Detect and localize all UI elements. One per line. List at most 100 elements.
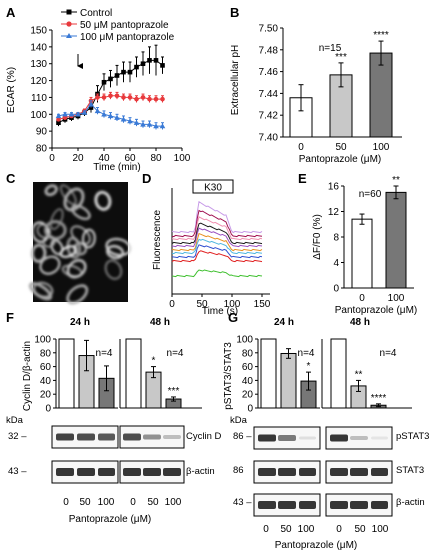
cell-outline [59, 245, 78, 258]
panel-a-point [75, 111, 81, 117]
cell-outline [104, 259, 123, 280]
panel-label-b: B [230, 5, 239, 20]
panel-a-point [159, 123, 166, 129]
panel-f-dose-0-a: 0 [63, 497, 69, 508]
panel-a-x-ticks: 0 20 40 60 80 100 [49, 148, 191, 164]
cell-outline [63, 187, 85, 212]
panel-d-trace [171, 216, 263, 241]
significance-mark: **** [373, 30, 389, 41]
panel-f-48-n-label: n=4 [167, 348, 184, 359]
panel-a-point [114, 73, 120, 78]
blot-band [350, 436, 368, 440]
panel-label-g: G [228, 310, 238, 325]
panel-f-mw-actin: 43 – [8, 466, 27, 477]
panel-a-ytick-label: 110 [31, 93, 47, 104]
panel-a-point [88, 105, 94, 110]
cell-outline [31, 221, 50, 243]
panel-g-y-ticks: 0 20 40 60 80 100 [236, 335, 258, 415]
panel-g-mw-pstat3: 86 – [233, 431, 252, 442]
blot-band [143, 434, 161, 440]
panel-label-a: A [6, 5, 16, 20]
panel-label-d: D [142, 171, 151, 186]
panel-a-point [114, 114, 120, 120]
panel-a-point [160, 96, 165, 102]
cell-outline [71, 204, 91, 221]
panel-a-point [153, 58, 159, 63]
cell-outline [44, 220, 67, 241]
panel-g-48-n-label: n=4 [380, 348, 397, 359]
panel-d-trace [171, 269, 263, 278]
panel-f-title-24h: 24 h [70, 317, 90, 328]
panel-a-xtick-label: 0 [49, 153, 55, 164]
panel-a-point [121, 95, 126, 100]
panel-g-title-24h: 24 h [274, 317, 294, 328]
significance-mark: *** [168, 386, 180, 397]
panel-g-mw-stat3: 86 [233, 465, 244, 476]
panel-g-dose-0-b: 0 [336, 524, 342, 535]
panel-g-protein-stat3: STAT3 [396, 465, 424, 476]
panel-e-y-ticks: 0 4 8 12 16 [328, 182, 344, 295]
panel-d-trace [171, 227, 263, 248]
panel-f-title-48h: 48 h [150, 317, 170, 328]
bar [125, 338, 142, 409]
panel-f-blots [51, 425, 185, 484]
panel-d-xtick-label: 0 [169, 299, 175, 310]
panel-b-y-ticks: 7.40 7.42 7.44 7.46 7.48 7.50 [259, 24, 283, 144]
blot-band [98, 468, 115, 476]
blot-band [299, 501, 316, 509]
panel-d-ylabel: Fluorescence [152, 210, 163, 270]
panel-d-trace [171, 209, 263, 238]
panel-b-bars: 0 *** 50 **** 100 [289, 30, 393, 153]
panel-a-ytick-label: 140 [30, 42, 47, 53]
blot-band [299, 436, 316, 440]
blot-band [143, 468, 161, 476]
panel-a-ytick-label: 80 [36, 144, 48, 155]
ytick-label: 7.48 [259, 45, 279, 56]
panel-a-point [101, 95, 107, 100]
panel-a-point [140, 61, 146, 67]
blot-box [325, 426, 393, 450]
panel-g-title-48h: 48 h [350, 317, 370, 328]
blot-band [258, 501, 276, 509]
panel-f-ylabel: Cyclin D/β-actin [22, 341, 33, 411]
panel-a-point [127, 95, 133, 100]
panel-a-ytick-label: 100 [30, 110, 47, 121]
panel-a-ytick-label: 120 [30, 76, 47, 87]
panel-d-stimulus-box [192, 179, 234, 194]
panel-a-xlabel: Time (min) [93, 162, 140, 173]
category-label: 0 [298, 142, 304, 153]
ytick-label: 0 [333, 284, 339, 295]
bar [369, 52, 393, 138]
panel-a-point [133, 119, 140, 125]
panel-g-protein-actin: β-actin [396, 497, 425, 508]
panel-d-x-ticks: 0 50 100 150 [169, 294, 271, 310]
cell-outline [66, 236, 82, 259]
panel-a-ytick-label: 150 [30, 26, 47, 37]
panel-a-ytick-label: 130 [30, 59, 47, 70]
ytick-label: 60 [242, 362, 254, 373]
panel-a-series [55, 44, 166, 130]
cell-outline [66, 259, 87, 279]
panel-label-e: E [298, 171, 307, 186]
panel-e-n-label: n=60 [359, 189, 382, 200]
category-label: 100 [373, 142, 390, 153]
legend-label-100um: 100 μM pantoprazole [80, 32, 175, 43]
blot-band [278, 435, 296, 441]
panel-a-ytick-label: 90 [36, 127, 48, 138]
ytick-label: 7.42 [259, 111, 279, 122]
significance-mark: **** [371, 393, 387, 404]
panel-a-point [62, 111, 68, 117]
panel-f-protein-actin: β-actin [186, 466, 215, 477]
panel-a-point [140, 95, 146, 100]
category-label: 50 [335, 142, 347, 153]
panel-g-dose-50-b: 50 [354, 524, 366, 535]
panel-e-deltaf-chart: 0 4 8 12 16 0 ** 100 n=60 ΔF/F0 (%) Pantoprazo… [312, 175, 417, 316]
panel-a-point [134, 96, 139, 102]
panel-g-xlabel: Pantoprazole (μM) [275, 540, 357, 550]
panel-a-point [146, 121, 153, 127]
panel-g-bars-48h: ****** [330, 338, 387, 409]
panel-a-point [127, 69, 133, 75]
blot-band [330, 434, 348, 442]
blot-band [258, 468, 276, 476]
